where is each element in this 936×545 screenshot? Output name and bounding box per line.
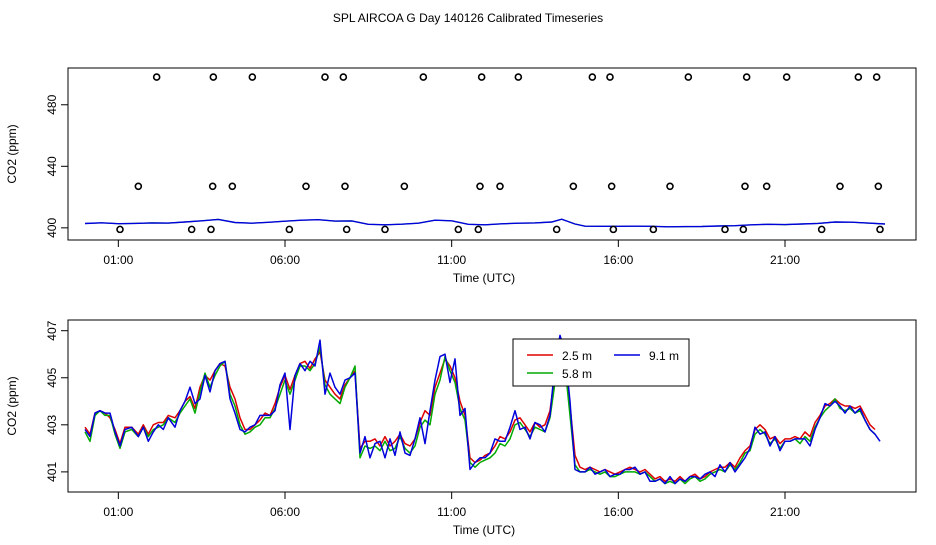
calibration-point [134, 182, 143, 191]
calibration-point [609, 225, 618, 234]
calibration-point [285, 225, 294, 234]
calibration-point [876, 225, 884, 234]
calibration-point [762, 182, 771, 191]
calibration-point [739, 225, 748, 234]
top-y-axis-label: CO2 (ppm) [5, 124, 19, 183]
calibration-point [187, 225, 196, 234]
calibration-point [116, 225, 124, 234]
top-x-axis-label: Time (UTC) [453, 271, 515, 285]
legend: 2.5 m 5.8 m 9.1 m [512, 338, 690, 387]
calibration-point [514, 73, 523, 81]
calibration-point [228, 182, 237, 191]
calibration-point [400, 182, 409, 191]
calibration-point [874, 182, 883, 191]
top-y-axis: 400 440 480 [45, 94, 68, 238]
calibration-point [419, 73, 428, 81]
calibration-point [476, 182, 484, 191]
calibration-point [649, 225, 658, 234]
x-tick-label: 21:00 [770, 253, 800, 267]
legend-label-2-5m: 2.5 m [562, 349, 592, 363]
calibration-point [381, 225, 389, 234]
calibration-point [872, 73, 881, 81]
calibration-scatter-panel: 01:00 06:00 11:00 16:00 21:00 400 440 480 Time… [5, 67, 917, 285]
top-series-line [84, 218, 886, 228]
legend-label-5-8m: 5.8 m [562, 367, 592, 381]
bottom-x-axis-label: Time (UTC) [453, 523, 515, 537]
y-tick-label: 403 [45, 414, 59, 434]
calibration-point [207, 225, 215, 234]
bottom-x-axis: 01:00 06:00 11:00 16:00 21:00 [103, 492, 800, 519]
top-series-blue [84, 218, 886, 228]
calibration-point [248, 73, 257, 81]
calibration-point [496, 182, 504, 191]
calibration-point [454, 225, 463, 234]
calibration-point [606, 73, 614, 81]
calibration-points [116, 73, 884, 234]
calibration-point [341, 182, 349, 191]
x-tick-label: 11:00 [437, 505, 466, 519]
calibration-point [477, 73, 486, 81]
calibration-point [339, 73, 348, 81]
calibration-point [836, 182, 844, 191]
calibration-point [854, 73, 863, 81]
series-line-5-8m [84, 346, 876, 485]
x-tick-label: 16:00 [603, 505, 633, 519]
calibration-point [209, 73, 218, 81]
x-tick-label: 01:00 [103, 253, 133, 267]
calibration-point [321, 73, 329, 81]
x-tick-label: 06:00 [270, 253, 300, 267]
calibration-point [684, 73, 693, 81]
calibration-point [782, 73, 791, 81]
x-tick-label: 16:00 [603, 253, 633, 267]
x-tick-label: 21:00 [770, 505, 800, 519]
y-tick-label: 407 [45, 320, 59, 340]
calibration-point [302, 182, 310, 191]
chart-title: SPL AIRCOA G Day 140126 Calibrated Times… [333, 11, 603, 25]
x-tick-label: 11:00 [437, 253, 466, 267]
bottom-y-axis-label: CO2 (ppm) [5, 376, 19, 435]
calibration-point [607, 182, 616, 191]
calibration-point [208, 182, 217, 191]
calibration-point [721, 225, 729, 234]
calibration-point [152, 73, 161, 81]
top-plot-frame [67, 67, 917, 241]
y-tick-label: 405 [45, 367, 59, 387]
x-tick-label: 06:00 [270, 505, 300, 519]
calibration-point [666, 182, 674, 191]
calibration-point [817, 225, 826, 234]
calibration-point [569, 182, 578, 191]
legend-box [512, 338, 690, 387]
calibration-point [342, 225, 351, 234]
series-line-9-1m [84, 334, 881, 485]
bottom-y-axis: 401 403 405 407 [45, 320, 68, 482]
x-tick-label: 01:00 [103, 505, 133, 519]
y-tick-label: 480 [45, 94, 59, 114]
calibration-point [742, 73, 751, 81]
co2-series-lines [84, 334, 881, 485]
calibration-point [474, 225, 483, 234]
calibration-point [588, 73, 597, 81]
bottom-plot-frame [67, 319, 917, 493]
co2-timeseries-panel: 01:00 06:00 11:00 16:00 21:00 401 403 405 407 T… [5, 319, 917, 537]
legend-label-9-1m: 9.1 m [649, 349, 679, 363]
y-tick-label: 440 [45, 156, 59, 176]
calibration-point [552, 225, 561, 234]
y-tick-label: 400 [45, 218, 59, 238]
top-x-axis: 01:00 06:00 11:00 16:00 21:00 [103, 240, 800, 267]
y-tick-label: 401 [45, 462, 59, 482]
calibration-point [741, 182, 749, 191]
